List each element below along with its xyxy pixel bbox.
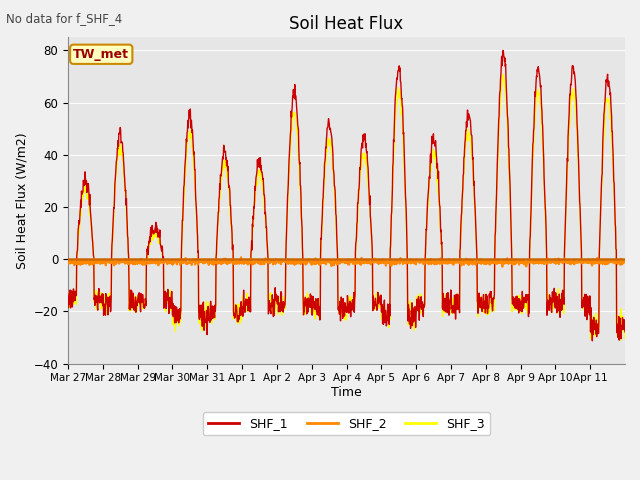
SHF_1 [332, 211, 340, 217]
SHF_2 [64, 259, 72, 264]
SHF_3 [332, 210, 340, 216]
SHF_1 [478, 295, 486, 301]
SHF_2 [478, 259, 486, 264]
SHF_3 [560, 311, 568, 316]
SHF_3 [321, 162, 329, 168]
SHF_1 [560, 295, 568, 300]
Line: SHF_2: SHF_2 [68, 257, 625, 267]
SHF_3 [618, 337, 625, 343]
SHF_2 [614, 257, 622, 263]
SHF_2 [621, 259, 629, 265]
X-axis label: Time: Time [331, 386, 362, 399]
SHF_1 [151, 225, 159, 231]
SHF_3 [621, 336, 629, 341]
Title: Soil Heat Flux: Soil Heat Flux [289, 15, 404, 33]
SHF_1 [499, 48, 507, 53]
Text: TW_met: TW_met [73, 48, 129, 61]
Line: SHF_3: SHF_3 [68, 74, 625, 340]
Line: SHF_1: SHF_1 [68, 50, 625, 341]
SHF_1 [321, 155, 329, 161]
Y-axis label: Soil Heat Flux (W/m2): Soil Heat Flux (W/m2) [15, 132, 28, 269]
SHF_2 [560, 258, 568, 264]
SHF_2 [332, 258, 340, 264]
SHF_1 [621, 329, 629, 335]
SHF_1 [589, 338, 596, 344]
SHF_3 [478, 298, 486, 304]
SHF_1 [64, 290, 72, 296]
SHF_2 [151, 260, 159, 265]
Text: No data for f_SHF_4: No data for f_SHF_4 [6, 12, 123, 25]
SHF_3 [614, 313, 622, 319]
SHF_3 [64, 303, 72, 309]
SHF_1 [614, 326, 622, 332]
SHF_2 [237, 254, 245, 260]
SHF_3 [151, 230, 159, 236]
SHF_3 [499, 72, 507, 77]
Legend: SHF_1, SHF_2, SHF_3: SHF_1, SHF_2, SHF_3 [203, 412, 490, 435]
SHF_2 [499, 264, 506, 270]
SHF_2 [322, 257, 330, 263]
